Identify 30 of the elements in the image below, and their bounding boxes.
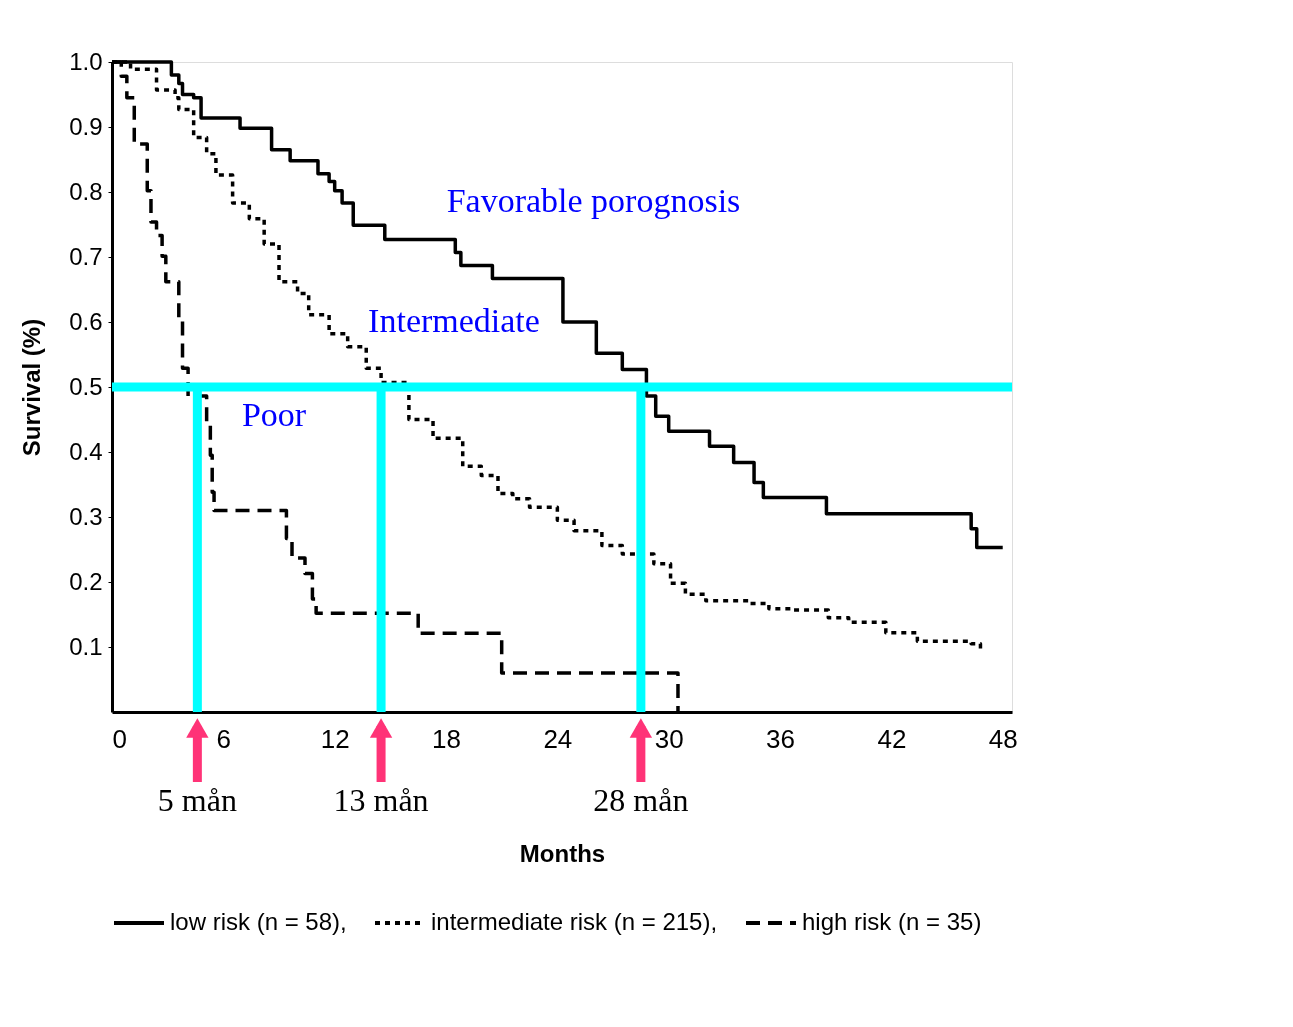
x-tick-label: 30 xyxy=(654,723,684,754)
legend-label: low risk (n = 58), xyxy=(170,908,347,935)
x-tick-label: 36 xyxy=(766,723,795,754)
annotation: Favorable porognosis xyxy=(446,181,741,219)
y-tick-label: 1.0 xyxy=(69,47,103,75)
ref-line-label: 5 mån xyxy=(157,782,237,818)
y-tick-label: 0.5 xyxy=(69,372,103,400)
x-tick-label: 42 xyxy=(877,723,907,754)
x-tick-label: 12 xyxy=(320,723,350,754)
ref-line-label: 13 mån xyxy=(333,782,429,818)
y-axis-title: Survival (%) xyxy=(18,318,46,457)
x-axis-title: Months xyxy=(519,839,606,867)
y-tick-label: 0.2 xyxy=(69,567,103,595)
x-tick-label: 24 xyxy=(543,723,573,754)
x-tick-label: 0 xyxy=(112,723,127,754)
ref-line-label: 28 mån xyxy=(593,782,689,818)
y-tick-label: 0.7 xyxy=(69,242,103,270)
x-tick-label: 48 xyxy=(988,723,1018,754)
y-tick-label: 0.4 xyxy=(69,437,103,465)
x-tick-label: 6 xyxy=(216,723,232,754)
y-tick-label: 0.9 xyxy=(69,112,103,140)
x-tick-label: 18 xyxy=(432,723,461,754)
y-tick-label: 0.3 xyxy=(69,502,103,530)
legend-label: high risk (n = 35) xyxy=(802,908,982,935)
annotation: Intermediate xyxy=(368,302,540,339)
annotation: Poor xyxy=(241,396,307,434)
y-tick-label: 0.1 xyxy=(69,632,103,660)
y-tick-label: 0.8 xyxy=(69,177,103,205)
y-tick-label: 0.6 xyxy=(69,307,103,335)
legend-label: intermediate risk (n = 215), xyxy=(431,908,718,935)
